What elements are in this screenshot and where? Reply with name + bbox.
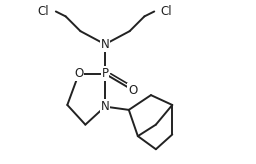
Text: Cl: Cl <box>161 5 173 18</box>
Text: P: P <box>102 67 109 80</box>
Text: N: N <box>101 38 109 51</box>
Text: N: N <box>101 100 109 113</box>
Text: O: O <box>128 84 137 97</box>
Text: O: O <box>74 67 83 80</box>
Text: Cl: Cl <box>38 5 49 18</box>
